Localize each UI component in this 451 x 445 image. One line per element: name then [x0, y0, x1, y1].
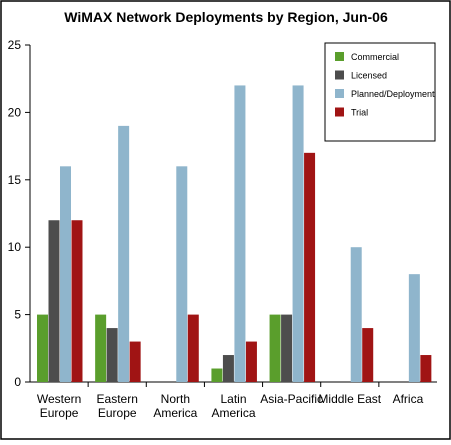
x-tick-label: Latin: [220, 392, 246, 406]
x-tick-label: Middle East: [318, 392, 381, 406]
bar-licensed: [222, 355, 234, 382]
x-tick-label: America: [211, 406, 255, 420]
bar-commercial: [37, 314, 48, 382]
bar-planned-deployment: [60, 166, 71, 382]
legend-swatch: [335, 52, 344, 61]
y-tick-label: 15: [8, 173, 22, 187]
bar-commercial: [211, 368, 223, 382]
bar-trial: [420, 355, 432, 382]
y-tick-label: 5: [14, 308, 21, 322]
y-tick-label: 10: [8, 240, 22, 254]
legend-label: Trial: [351, 108, 368, 118]
bar-trial: [245, 341, 257, 382]
x-tick-label: Eastern: [97, 392, 138, 406]
bar-trial: [362, 328, 374, 382]
legend-swatch: [335, 70, 344, 80]
x-tick-label: North: [161, 392, 190, 406]
bar-planned-deployment: [118, 125, 130, 382]
legend: Commercial Licensed Planned/Deployment Tria…: [324, 42, 436, 142]
bar-trial: [71, 220, 83, 382]
legend-swatch: [335, 107, 344, 117]
x-tick-label: Europe: [40, 406, 79, 420]
legend-swatch: [335, 89, 344, 98]
y-tick-label: 20: [8, 105, 22, 119]
bar-trial: [187, 314, 199, 382]
legend-label: Planned/Deployment: [351, 89, 435, 99]
bar-planned-deployment: [408, 274, 420, 382]
x-tick-label: Europe: [98, 406, 137, 420]
bar-licensed: [106, 328, 118, 382]
x-tick-label: Western: [37, 392, 81, 406]
bar-planned-deployment: [350, 247, 362, 382]
bar-commercial: [269, 314, 281, 382]
bar-planned-deployment: [292, 85, 304, 382]
x-tick-label: Africa: [393, 392, 424, 406]
bar-licensed: [48, 220, 60, 382]
bar-trial: [129, 341, 141, 382]
x-tick-labels: WesternEuropeEasternEuropeNorthAmericaLa…: [37, 392, 424, 420]
y-tick-label: 25: [8, 38, 22, 52]
legend-label: Commercial: [351, 52, 399, 62]
bar-planned-deployment: [176, 166, 188, 382]
bars: [37, 85, 432, 382]
bar-licensed: [281, 314, 293, 382]
legend-label: Licensed: [351, 71, 387, 81]
bar-commercial: [95, 314, 107, 382]
x-tick-label: America: [153, 406, 197, 420]
bar-planned-deployment: [234, 85, 246, 382]
bar-trial: [304, 152, 316, 382]
x-tick-label: Asia-Pacific: [260, 392, 323, 406]
y-tick-label: 0: [14, 375, 21, 389]
chart-title: WiMAX Network Deployments by Region, Jun…: [64, 9, 388, 25]
